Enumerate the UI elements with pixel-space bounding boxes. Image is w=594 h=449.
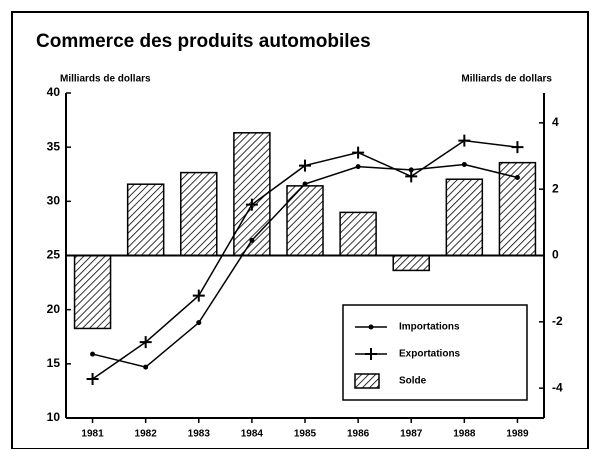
legend-label: Exportations <box>399 349 461 360</box>
dot-marker <box>196 320 202 326</box>
plus-marker <box>192 289 205 302</box>
legend-swatch <box>354 373 380 389</box>
y2-tick-label: 0 <box>552 248 559 262</box>
plus-marker <box>405 170 418 183</box>
plus-marker <box>458 134 471 147</box>
dot-marker <box>461 162 467 167</box>
x-tick-label: 1984 <box>241 429 264 440</box>
dot-marker <box>302 181 308 187</box>
y-tick-label: 40 <box>47 85 61 99</box>
y-tick-label: 25 <box>47 248 61 262</box>
y-tick-label: 15 <box>47 356 61 370</box>
dot-marker <box>249 237 255 243</box>
bar <box>392 254 430 272</box>
x-tick-label: 1981 <box>81 429 104 440</box>
bar <box>233 132 271 257</box>
x-tick-label: 1985 <box>294 429 317 440</box>
dot-marker <box>143 364 149 370</box>
y-tick-label: 20 <box>47 302 61 316</box>
bar <box>73 254 112 330</box>
y2-axis-label: Milliards de dollars <box>461 74 552 85</box>
chart-title: Commerce des produits automobiles <box>36 31 371 52</box>
legend-label: Importations <box>399 322 460 333</box>
plus-marker <box>245 198 258 211</box>
legend-label: Solde <box>399 376 427 387</box>
dot-marker <box>355 164 361 170</box>
bar <box>339 211 377 257</box>
dot-marker <box>90 351 96 357</box>
y-tick-label: 10 <box>47 410 61 424</box>
dot-marker <box>514 175 520 180</box>
plus-marker <box>139 336 152 349</box>
y2-tick-label: 2 <box>552 181 559 195</box>
dot-marker <box>408 167 414 173</box>
frame <box>11 11 589 449</box>
dot-marker <box>368 324 374 330</box>
x-tick-label: 1983 <box>188 429 211 440</box>
plus-marker <box>299 159 311 172</box>
plus-marker <box>511 141 524 154</box>
plus-marker <box>365 348 377 360</box>
y2-tick-label: -2 <box>552 314 563 328</box>
x-tick-label: 1986 <box>347 429 370 440</box>
bar <box>445 178 484 257</box>
y-tick-label: 35 <box>47 139 61 153</box>
y-tick-label: 30 <box>47 194 61 208</box>
bar <box>126 183 165 257</box>
plus-marker <box>86 373 99 385</box>
x-tick-label: 1989 <box>506 429 529 440</box>
y-axis-label: Milliards de dollars <box>60 74 151 85</box>
y2-tick-label: -4 <box>552 380 563 394</box>
bar <box>180 171 218 257</box>
y2-tick-label: 4 <box>552 115 559 129</box>
plus-marker <box>352 146 365 159</box>
x-tick-label: 1982 <box>135 429 158 440</box>
x-tick-label: 1987 <box>400 429 423 440</box>
x-tick-label: 1988 <box>453 429 476 440</box>
